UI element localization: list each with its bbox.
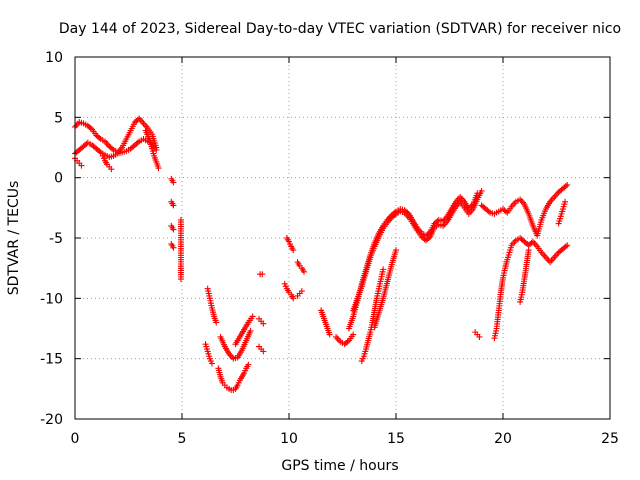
data-point <box>502 208 509 215</box>
data-point <box>290 295 297 302</box>
data-point <box>170 226 177 233</box>
y-tick-label: -5 <box>49 231 63 247</box>
data-point <box>260 320 267 327</box>
x-tick-label: 10 <box>280 431 298 447</box>
data-point <box>344 338 351 345</box>
data-point <box>170 244 177 251</box>
x-tick-label: 0 <box>71 431 80 447</box>
data-point <box>393 247 399 254</box>
data-point <box>245 361 252 368</box>
data-point <box>170 179 177 186</box>
data-point <box>425 235 432 241</box>
y-tick-label: 5 <box>54 110 63 126</box>
y-tick-label: 0 <box>54 171 63 187</box>
data-point <box>87 125 94 132</box>
data-point <box>300 268 307 275</box>
data-point <box>170 202 177 209</box>
x-tick-label: 5 <box>178 431 187 447</box>
data-point <box>380 266 387 273</box>
data-point <box>562 243 569 250</box>
data-point <box>564 181 571 188</box>
data-point <box>208 360 215 367</box>
data-point <box>350 331 357 338</box>
data-point <box>290 247 297 254</box>
data-point <box>298 288 305 295</box>
data-point <box>260 348 267 355</box>
data-point <box>153 146 160 153</box>
y-tick-label: -10 <box>40 291 63 307</box>
plot-frame <box>74 56 611 420</box>
data-point <box>96 134 103 141</box>
data-point <box>78 162 85 169</box>
data-point <box>213 319 220 326</box>
data-series <box>72 115 571 394</box>
data-point <box>247 327 254 334</box>
y-tick-label: -15 <box>40 352 63 368</box>
data-point <box>134 139 141 146</box>
data-point <box>109 145 116 152</box>
data-point <box>525 247 532 254</box>
x-tick-label: 15 <box>387 431 405 447</box>
y-tick-label: -20 <box>40 412 63 428</box>
y-axis-label: SDTVAR / TECUs <box>6 181 22 296</box>
x-axis-label: GPS time / hours <box>281 458 398 474</box>
chart-title: Day 144 of 2023, Sidereal Day-to-day VTE… <box>59 21 621 37</box>
data-point <box>249 313 256 320</box>
data-points <box>72 115 571 394</box>
data-point <box>485 208 492 215</box>
data-point <box>476 333 483 340</box>
data-point <box>564 242 571 249</box>
x-tick-label: 25 <box>601 431 619 447</box>
data-point <box>155 165 162 172</box>
data-point <box>391 212 398 219</box>
y-tick-label: 10 <box>45 50 63 66</box>
data-point <box>177 276 184 283</box>
tick-labels: 0 5 10 15 20 25 -20 -15 -10 -5 0 5 10 <box>40 50 619 447</box>
x-tick-label: 20 <box>494 431 512 447</box>
data-point <box>259 271 266 278</box>
data-point <box>108 166 115 173</box>
data-point <box>478 187 485 194</box>
data-point <box>326 331 333 338</box>
data-point <box>434 218 441 225</box>
data-point <box>562 198 569 205</box>
data-point <box>96 148 103 155</box>
data-point <box>562 183 569 190</box>
